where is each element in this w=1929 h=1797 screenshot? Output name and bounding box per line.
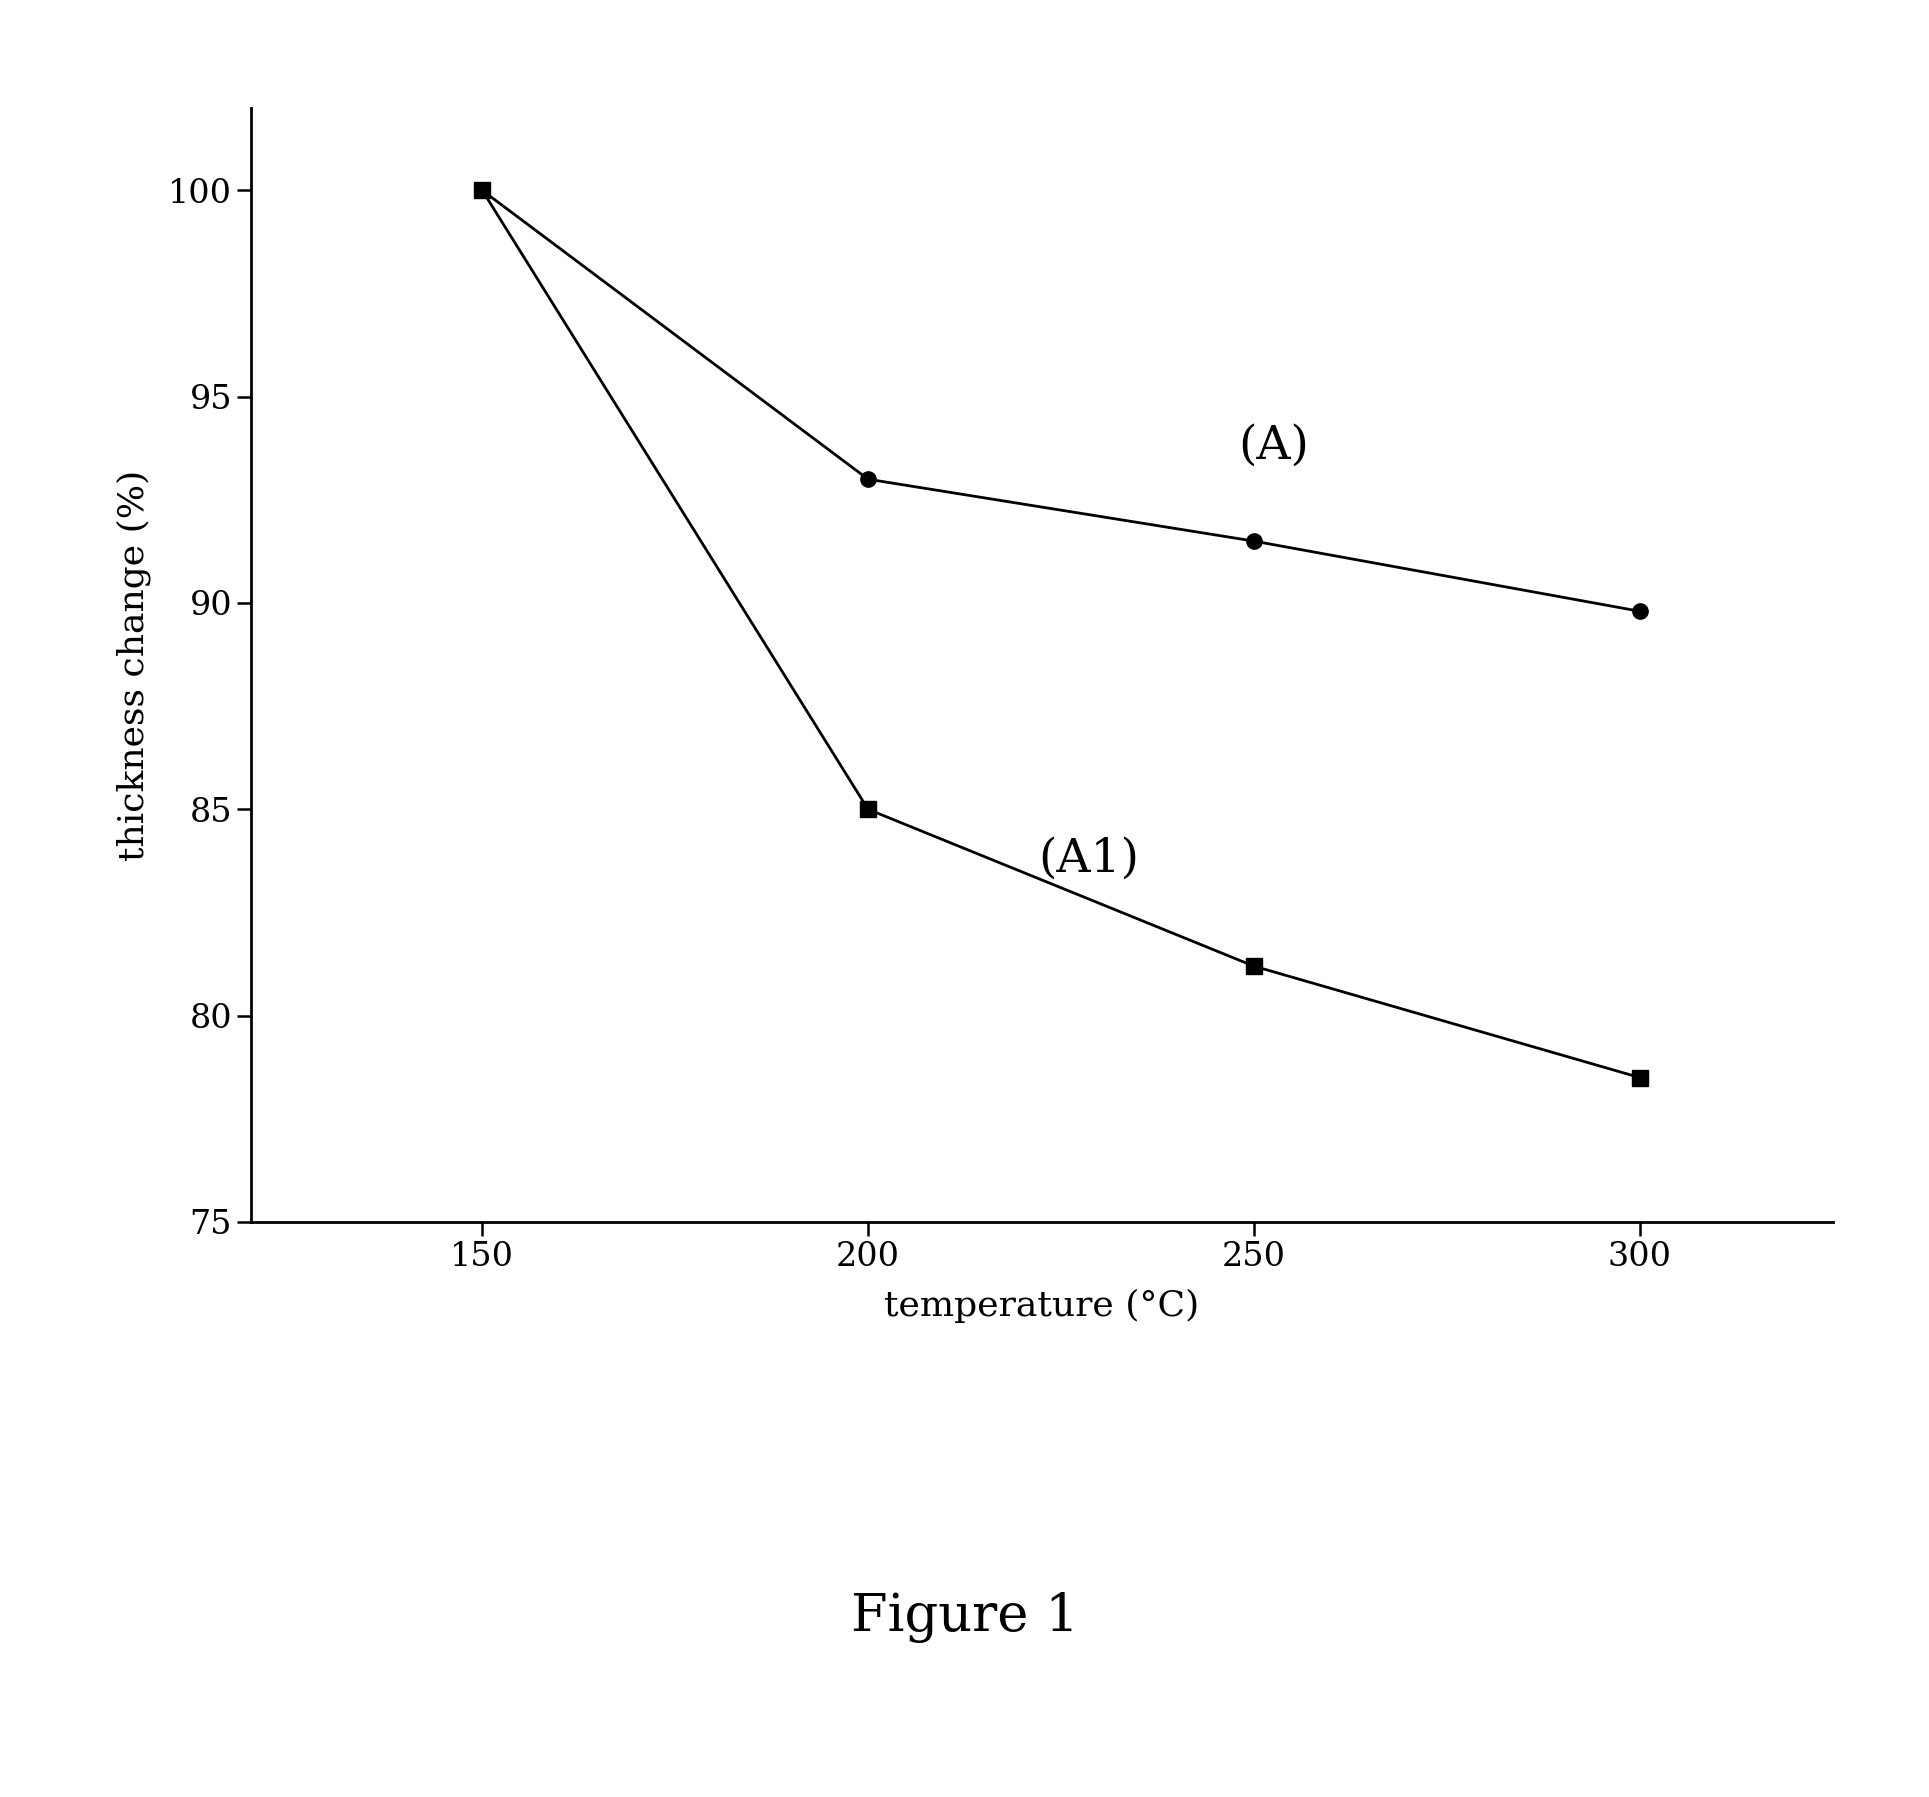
X-axis label: temperature (°C): temperature (°C): [883, 1290, 1200, 1323]
Text: Figure 1: Figure 1: [851, 1592, 1078, 1642]
Text: (A1): (A1): [1038, 836, 1138, 882]
Y-axis label: thickness change (%): thickness change (%): [118, 469, 150, 861]
Text: (A): (A): [1238, 424, 1310, 469]
